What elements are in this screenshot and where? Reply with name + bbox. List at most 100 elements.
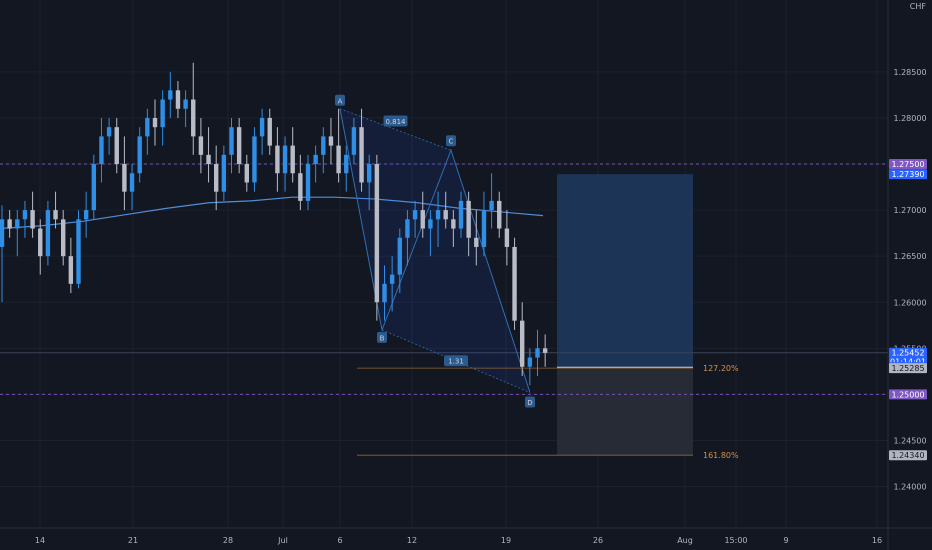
harmonic-pattern[interactable]: A B C D 0.814 1.31	[335, 94, 535, 408]
ratio-tag	[383, 115, 408, 127]
price-axis-bg[interactable]	[888, 0, 932, 550]
pattern-point-tag[interactable]	[377, 331, 387, 343]
candle-body	[259, 117, 265, 137]
candle-body	[152, 117, 158, 128]
candle-body	[504, 228, 510, 247]
candle-body	[7, 219, 12, 229]
candle-body	[321, 136, 326, 155]
candle-body	[122, 164, 127, 192]
candle-body	[160, 99, 165, 128]
candle-body	[405, 219, 410, 238]
candle-body	[214, 164, 219, 192]
candle-body	[298, 173, 303, 201]
pattern-fill-bcd	[382, 150, 530, 393]
candle-body	[244, 164, 249, 183]
candle-body	[267, 117, 272, 146]
y-tick-label: 1.24500	[893, 436, 926, 445]
ratio-tag	[444, 355, 468, 367]
candle-body	[382, 283, 387, 303]
candle-body	[129, 173, 135, 192]
y-tick-label: 1.24000	[893, 483, 926, 492]
candle-body	[191, 99, 196, 137]
candle-body	[76, 219, 81, 284]
candle-body	[451, 219, 456, 229]
candle-body	[344, 154, 349, 174]
candle-body	[68, 256, 74, 284]
price-tag-bg	[889, 159, 927, 170]
price-tag-value: 1.25285	[891, 364, 924, 373]
price-tags: 1.275001.273901.2545201:14:011.252941.25…	[889, 159, 927, 461]
pattern-point-tag[interactable]	[335, 94, 345, 106]
x-tick-label: Jul	[277, 536, 288, 545]
candle-body	[542, 348, 548, 353]
pattern-point-tag[interactable]	[525, 396, 535, 408]
candle-body	[466, 200, 471, 238]
candle-body	[535, 348, 540, 358]
position-target-zone[interactable]	[557, 174, 693, 368]
candle-body	[53, 210, 58, 220]
candle-body	[137, 136, 142, 174]
candle-body	[282, 145, 288, 174]
candle-body	[359, 127, 364, 183]
pattern-leg[interactable]	[339, 108, 531, 393]
candle-body	[351, 127, 357, 155]
pattern-point-label: C	[449, 138, 454, 146]
candle-body	[420, 210, 425, 229]
ema-line[interactable]	[0, 196, 544, 230]
candle-body	[15, 219, 20, 229]
price-tag-bg	[889, 450, 927, 461]
pattern-point-label: B	[380, 334, 385, 342]
candle-body	[61, 219, 66, 257]
candle-body	[520, 320, 525, 367]
candle-body	[474, 237, 479, 247]
candle-body	[198, 136, 204, 155]
price-tag-value: 1.25000	[891, 390, 924, 399]
candle-body	[458, 200, 464, 229]
price-tag-value: 1.25452	[891, 349, 924, 358]
candle-body	[489, 200, 494, 211]
pattern-point-tag[interactable]	[446, 135, 456, 147]
candle-body	[106, 127, 112, 137]
candle-body	[229, 127, 234, 155]
x-tick-label: 9	[783, 536, 788, 545]
candle-body	[367, 164, 372, 183]
moving-average	[0, 196, 544, 230]
pattern-fill-abc	[340, 108, 451, 330]
candle-body	[290, 145, 295, 174]
pattern-point-label: D	[527, 399, 532, 407]
price-tag-bg	[889, 169, 927, 180]
y-tick-label: 1.27000	[893, 206, 926, 215]
candle-body	[45, 210, 51, 257]
x-tick-label: 12	[407, 536, 417, 545]
x-tick-label: 16	[872, 536, 882, 545]
pattern-point-label: A	[338, 97, 343, 105]
candle-body	[428, 219, 433, 229]
currency-label[interactable]: CHF	[909, 2, 926, 11]
candle-body	[481, 210, 487, 247]
fib-level-label: 161.80%	[703, 451, 739, 460]
ratio-label: 1.31	[448, 358, 464, 366]
candles	[0, 62, 548, 386]
candle-body	[0, 219, 5, 247]
y-tick-label: 1.28500	[893, 68, 926, 77]
candle-body	[114, 127, 119, 165]
fib-level-label: 127.20%	[703, 364, 739, 373]
x-tick-label: 19	[501, 536, 511, 545]
price-tag-value: 1.24340	[891, 451, 924, 460]
countdown-label: 01:14:01	[890, 358, 926, 367]
candle-body	[443, 210, 448, 220]
y-tick-label: 1.26500	[893, 252, 926, 261]
candle-body	[397, 237, 402, 275]
ratio-label: 0.814	[385, 118, 406, 126]
position-stop-zone[interactable]	[557, 367, 693, 456]
candle-body	[313, 154, 318, 165]
x-tick-label: 15:00	[724, 536, 747, 545]
price-tag-bg	[889, 389, 927, 400]
candle-body	[206, 154, 211, 165]
candle-body	[38, 228, 43, 257]
candle-body	[512, 246, 517, 321]
price-tag-bg	[889, 363, 927, 374]
candle-body	[83, 210, 89, 220]
long-position-tool[interactable]	[557, 174, 693, 456]
